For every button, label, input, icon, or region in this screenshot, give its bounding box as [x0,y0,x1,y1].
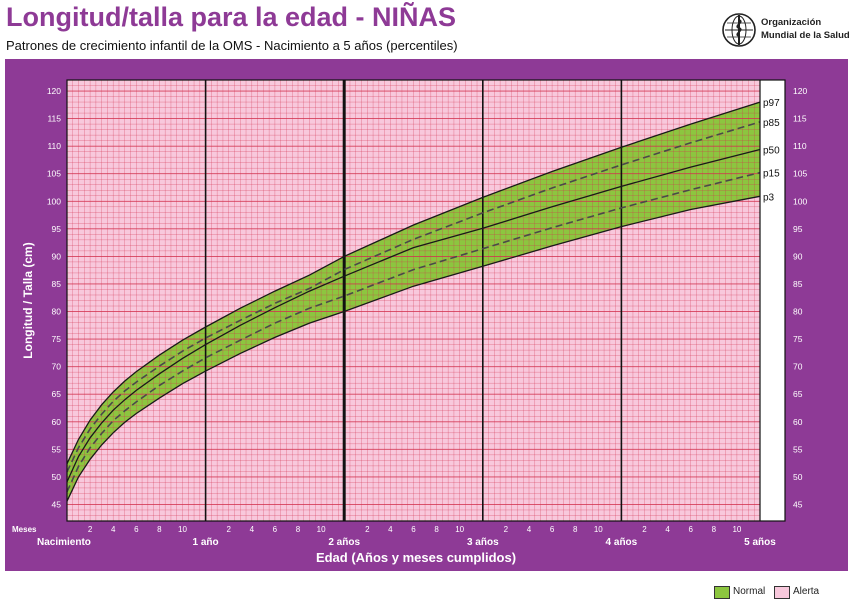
who-logo: Organización Mundial de la Salud [721,12,850,48]
month-tick-label: 8 [157,525,162,534]
y-tick-left: 55 [52,444,62,454]
percentile-label-p97: p97 [763,98,780,109]
month-tick-label: 4 [527,525,532,534]
month-tick-label: 8 [573,525,578,534]
month-tick-label: 10 [317,525,326,534]
month-tick-label: 2 [365,525,370,534]
legend-normal-swatch [714,586,730,599]
who-emblem-icon [722,13,756,47]
month-tick-label: 8 [296,525,301,534]
who-name-line1: Organización [761,17,822,28]
y-tick-left: 115 [47,114,61,124]
month-tick-label: 10 [732,525,741,534]
year-label: 5 años [744,537,776,548]
y-tick-right: 55 [793,444,803,454]
y-tick-left: 50 [52,472,62,482]
month-tick-label: 2 [642,525,647,534]
page-title: Longitud/talla para la edad - NIÑAS [6,2,457,32]
y-tick-right: 75 [793,334,803,344]
x-axis-title: Edad (Años y meses cumplidos) [316,550,516,565]
y-tick-left: 60 [52,417,62,427]
y-tick-left: 70 [52,362,62,372]
y-tick-right: 60 [793,417,803,427]
month-tick-label: 4 [111,525,116,534]
growth-chart: 45 45 50 50 55 55 60 60 65 65 70 70 75 75 80 80 85 85 90 90… [12,79,807,565]
year-label: 3 años [467,537,499,548]
month-tick-label: 4 [388,525,393,534]
who-name: Organización Mundial de la Salud [761,16,850,42]
chart-panel: 45 45 50 50 55 55 60 60 65 65 70 70 75 75 80 80 85 85 90 90… [5,59,848,571]
y-tick-left: 45 [52,499,62,509]
who-name-line2: Mundial de la Salud [761,30,850,41]
y-tick-right: 105 [793,169,807,179]
percentile-label-p50: p50 [763,145,780,156]
y-tick-left: 120 [47,86,61,96]
percentile-line-p15 [66,171,761,493]
month-tick-label: 10 [178,525,187,534]
percentile-line-p50 [66,148,761,483]
year-label: 2 años [328,537,360,548]
y-tick-right: 120 [793,86,807,96]
page-subtitle: Patrones de crecimiento infantil de la O… [6,38,458,53]
month-tick-label: 6 [550,525,555,534]
month-tick-label: 10 [594,525,603,534]
y-tick-right: 50 [793,472,803,482]
legend-alert-swatch [774,586,790,599]
month-tick-label: 10 [455,525,464,534]
right-axis-area [760,80,785,521]
year-label: Nacimiento [37,537,91,548]
month-tick-label: 8 [712,525,717,534]
y-tick-right: 65 [793,389,803,399]
y-tick-right: 45 [793,499,803,509]
month-tick-label: 4 [665,525,670,534]
y-tick-left: 90 [52,251,62,261]
y-tick-left: 75 [52,334,62,344]
y-tick-right: 80 [793,307,803,317]
y-tick-left: 105 [47,169,61,179]
y-tick-left: 95 [52,224,62,234]
percentile-line-p85 [66,121,761,473]
legend-alert-label: Alerta [793,586,820,597]
month-tick-label: 2 [88,525,93,534]
year-label: 1 año [193,537,219,548]
y-axis-title: Longitud / Talla (cm) [21,242,35,358]
percentile-label-p15: p15 [763,169,780,180]
y-tick-right: 70 [793,362,803,372]
y-tick-right: 110 [793,141,807,151]
month-tick-label: 6 [411,525,416,534]
y-tick-left: 65 [52,389,62,399]
month-tick-label: 2 [504,525,509,534]
months-label: Meses [12,525,37,534]
month-tick-label: 6 [273,525,278,534]
legend-normal-label: Normal [733,586,766,597]
y-tick-left: 100 [47,196,61,206]
percentile-line-p3 [66,195,761,502]
percentile-line-p97 [66,101,761,464]
month-tick-label: 4 [250,525,255,534]
y-tick-left: 85 [52,279,62,289]
y-tick-left: 110 [47,141,61,151]
percentile-label-p3: p3 [763,192,775,203]
y-tick-right: 95 [793,224,803,234]
month-tick-label: 8 [434,525,439,534]
month-tick-label: 6 [688,525,693,534]
y-tick-left: 80 [52,307,62,317]
month-tick-label: 6 [134,525,139,534]
month-tick-label: 2 [226,525,231,534]
y-tick-right: 115 [793,114,807,124]
percentile-label-p85: p85 [763,118,780,129]
y-tick-right: 90 [793,251,803,261]
year-label: 4 años [606,537,638,548]
plot-frame [66,79,786,522]
y-tick-right: 100 [793,196,807,206]
y-tick-right: 85 [793,279,803,289]
